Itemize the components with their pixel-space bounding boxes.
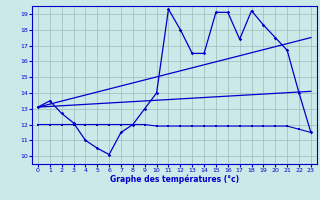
X-axis label: Graphe des températures (°c): Graphe des températures (°c) [110, 175, 239, 184]
